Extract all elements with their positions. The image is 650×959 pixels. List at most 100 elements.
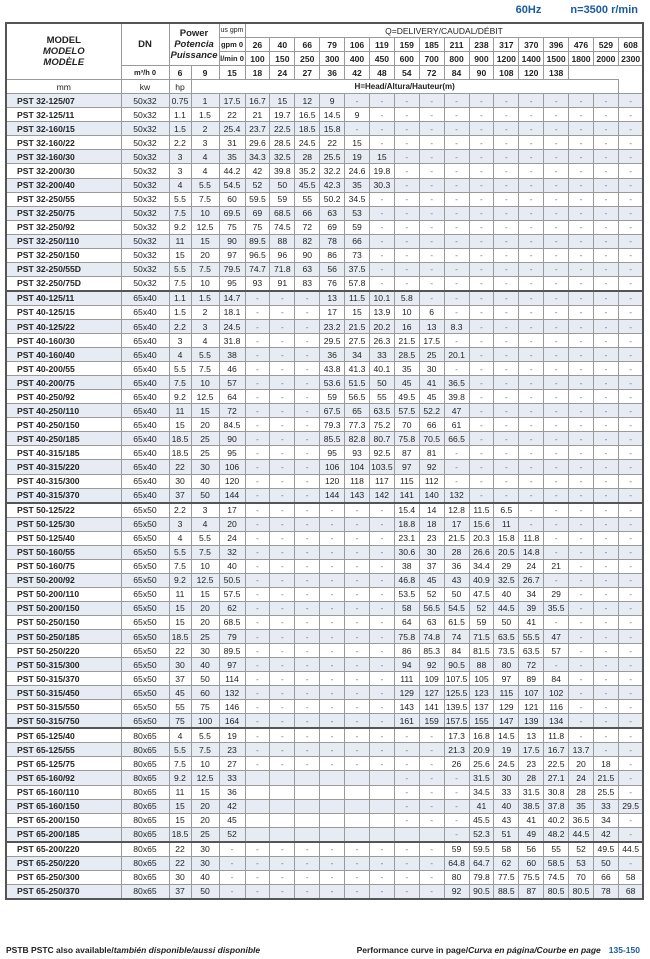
head-value: - <box>294 318 321 335</box>
table-row: PST 50-315/550 65x50 55 75 146- - - - - -143 141 13… <box>5 699 644 715</box>
hp-cell: 5.5 <box>190 727 220 744</box>
head-value: - <box>269 417 296 433</box>
head-value: - <box>493 487 520 504</box>
lmin-col-8: 700 <box>418 51 445 67</box>
dn-cell: 65x50 <box>120 699 170 715</box>
head-value: - <box>493 445 520 461</box>
head-value <box>319 770 346 786</box>
head-value: 83 <box>294 275 321 292</box>
head-value: - <box>319 685 346 701</box>
head-value: 18.1 <box>218 304 246 320</box>
head-value: 35 <box>393 361 420 377</box>
head-value: - <box>468 459 495 475</box>
gpm-col-12: 370 <box>518 37 545 53</box>
head-value: - <box>393 233 420 249</box>
head-value: - <box>418 107 445 123</box>
gpm-col-7: 159 <box>393 37 420 53</box>
head-value: 63 <box>418 614 445 631</box>
head-value: - <box>592 501 619 518</box>
head-value: - <box>592 375 619 391</box>
kw-cell: 1.1 <box>168 289 192 306</box>
head-value: - <box>543 530 570 546</box>
head-value: 92 <box>418 657 445 673</box>
head-value: 47 <box>443 403 470 419</box>
head-value: - <box>568 473 594 489</box>
head-value: - <box>493 361 520 377</box>
head-value: 118 <box>344 473 370 489</box>
head-value: - <box>244 530 271 546</box>
table-row: PST 40-315/185 65x40 18.5 25 95- - -95 93 92.5 87… <box>5 445 644 461</box>
model-cell: PST 50-125/30 <box>5 516 122 532</box>
dn-cell: 65x40 <box>120 318 170 335</box>
kw-cell: 7.5 <box>168 375 192 391</box>
head-value: 52 <box>468 600 495 616</box>
head-value: 30 <box>493 770 520 786</box>
kw-cell: 5.5 <box>168 742 192 758</box>
head-value: - <box>368 572 395 588</box>
head-value: - <box>244 304 271 320</box>
head-value: 77.5 <box>493 869 520 885</box>
lmin-col-7: 600 <box>393 51 420 67</box>
head-value: - <box>468 121 495 137</box>
head-value: - <box>543 163 570 179</box>
head-value: - <box>218 840 246 857</box>
kw-cell: 5.5 <box>168 361 192 377</box>
head-value: 64 <box>393 614 420 631</box>
head-value: - <box>294 417 321 433</box>
head-value: 17.5 <box>418 333 445 349</box>
head-value: - <box>344 685 370 701</box>
kw-cell: 37 <box>168 883 192 900</box>
kw-cell: 22 <box>168 840 192 857</box>
head-value: 92.5 <box>368 445 395 461</box>
head-value: - <box>518 121 545 137</box>
head-value: - <box>418 135 445 151</box>
head-value: - <box>344 657 370 673</box>
dn-cell: 65x40 <box>120 389 170 405</box>
kw-cell: 9.2 <box>168 572 192 588</box>
head-value: 45 <box>218 812 246 828</box>
model-cell: PST 40-250/150 <box>5 417 122 433</box>
table-body: PST 32-125/07 50x32 0.75 1 17.5 16.7 15 12 9- - - -… <box>5 93 644 900</box>
head-value: 38.5 <box>518 798 545 814</box>
head-value: - <box>468 233 495 249</box>
head-value: - <box>568 318 594 335</box>
hp-cell: 12.5 <box>190 572 220 588</box>
head-value: - <box>244 883 271 900</box>
head-value: 93 <box>344 445 370 461</box>
head-value: - <box>418 883 445 900</box>
dn-cell: 65x50 <box>120 713 170 729</box>
head-value: - <box>294 403 321 419</box>
table-row: PST 50-125/40 65x50 4 5.5 24- - - - - -23.1 23 21.5… <box>5 530 644 546</box>
head-value: - <box>518 445 545 461</box>
head-value: 66.5 <box>443 431 470 447</box>
gpm-col-10: 238 <box>468 37 495 53</box>
head-value: - <box>244 855 271 871</box>
head-value: - <box>269 516 296 532</box>
head-value: 16.7 <box>543 742 570 758</box>
head-value: 30.3 <box>368 177 395 193</box>
head-value <box>244 812 271 828</box>
head-value: 107 <box>518 685 545 701</box>
kw-cell: 37 <box>168 671 192 687</box>
head-value: - <box>269 333 296 349</box>
hp-cell: 12.5 <box>190 770 220 786</box>
head-value: 73 <box>344 247 370 263</box>
head-value: 42 <box>592 826 619 843</box>
head-value: 32.5 <box>269 149 296 165</box>
head-value: - <box>568 333 594 349</box>
table-row: PST 32-250/92 50x32 9.2 12.5 75 75 74.5 72 69 59-… <box>5 219 644 235</box>
hp-cell: 10 <box>190 205 220 221</box>
dn-cell: 80x65 <box>120 742 170 758</box>
head-value: - <box>592 361 619 377</box>
head-value: 34 <box>592 812 619 828</box>
head-value: 33 <box>218 770 246 786</box>
head-value: - <box>617 770 644 786</box>
head-value: - <box>443 135 470 151</box>
dn-cell: 50x32 <box>120 233 170 249</box>
head-value: 81.5 <box>468 643 495 659</box>
head-value: - <box>543 247 570 263</box>
head-value: 103.5 <box>368 459 395 475</box>
head-value <box>294 784 321 800</box>
head-value: - <box>244 516 271 532</box>
m3h-col-6: 27 <box>294 65 321 81</box>
